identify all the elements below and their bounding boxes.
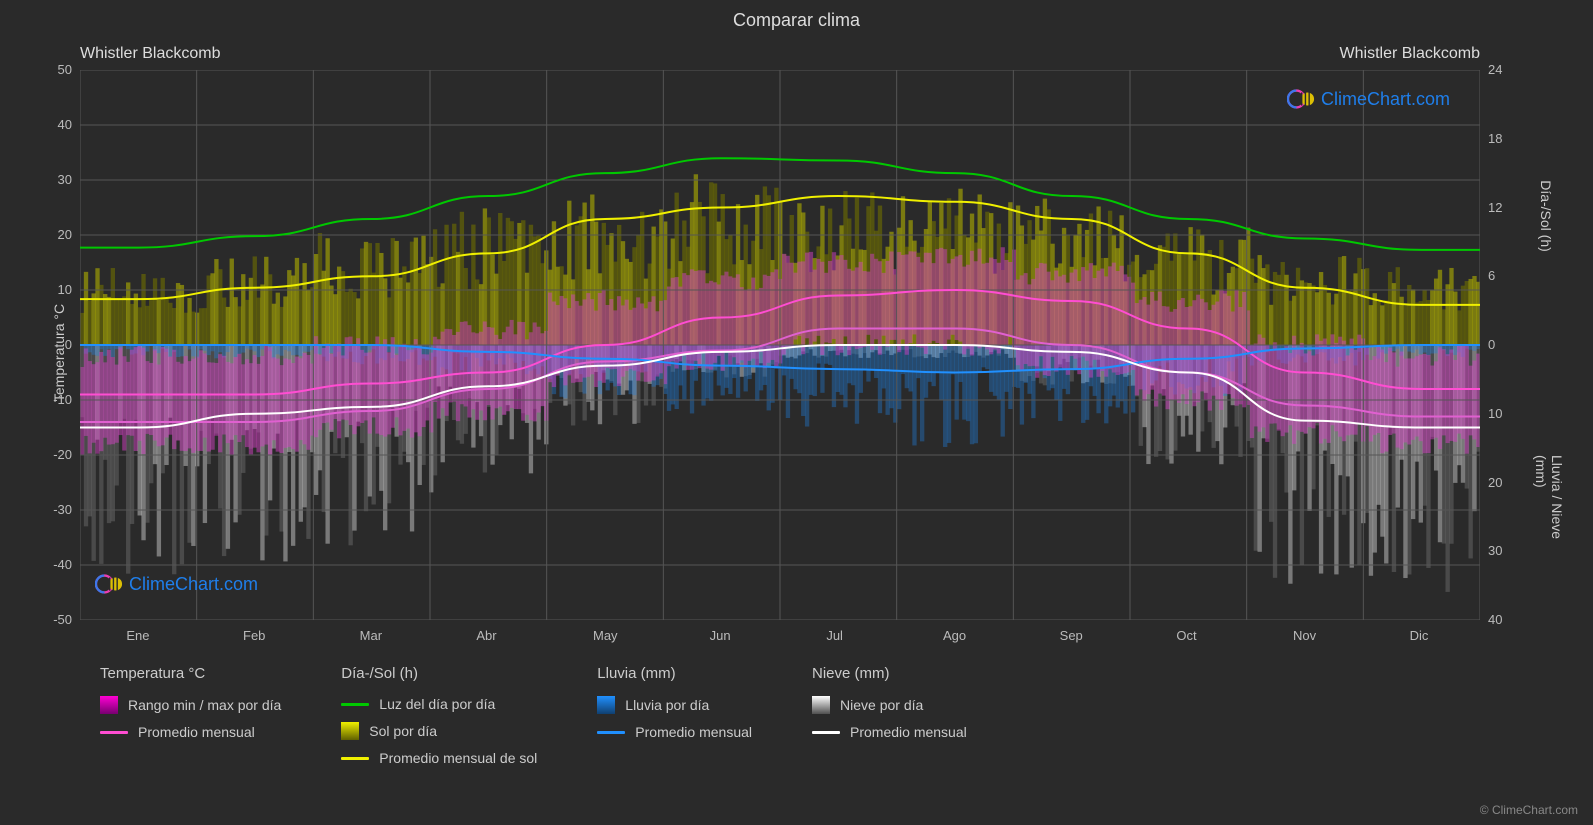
- legend-label: Promedio mensual de sol: [379, 750, 537, 766]
- tick-left: 0: [65, 337, 72, 352]
- legend-label: Promedio mensual: [850, 724, 967, 740]
- legend-label: Promedio mensual: [138, 724, 255, 740]
- legend-swatch: [597, 731, 625, 734]
- legend-item: Promedio mensual: [597, 724, 752, 740]
- legend-label: Promedio mensual: [635, 724, 752, 740]
- tick-right-top: 12: [1488, 200, 1502, 215]
- tick-left: 10: [58, 282, 72, 297]
- legend-label: Lluvia por día: [625, 697, 709, 713]
- location-right-label: Whistler Blackcomb: [1340, 45, 1480, 63]
- legend-swatch: [100, 731, 128, 734]
- legend: Temperatura °C Rango min / max por día Pro…: [100, 665, 967, 766]
- watermark-text: ClimeChart.com: [1321, 89, 1450, 110]
- legend-label: Sol por día: [369, 723, 437, 739]
- tick-x: Dic: [1410, 628, 1429, 643]
- copyright-label: © ClimeChart.com: [1480, 803, 1578, 817]
- tick-x: Feb: [243, 628, 265, 643]
- legend-group-title: Lluvia (mm): [597, 665, 752, 682]
- tick-right-top: 18: [1488, 131, 1502, 146]
- legend-group: Día-/Sol (h) Luz del día por día Sol por d…: [341, 665, 537, 766]
- legend-group-title: Temperatura °C: [100, 665, 281, 682]
- tick-x: Ene: [126, 628, 149, 643]
- legend-swatch: [812, 696, 830, 714]
- y-axis-right-bottom-label: Lluvia / Nieve (mm): [1533, 455, 1565, 543]
- tick-x: Nov: [1293, 628, 1316, 643]
- y-axis-right-top-label: Día-/Sol (h): [1538, 180, 1554, 252]
- location-left-label: Whistler Blackcomb: [80, 45, 220, 63]
- tick-x: Jun: [710, 628, 731, 643]
- tick-left: 40: [58, 117, 72, 132]
- tick-x: Sep: [1060, 628, 1083, 643]
- logo-icon: [1287, 85, 1315, 113]
- tick-left: -10: [53, 392, 72, 407]
- legend-swatch: [100, 696, 118, 714]
- legend-label: Luz del día por día: [379, 696, 495, 712]
- legend-group-title: Día-/Sol (h): [341, 665, 537, 682]
- chart-container: Comparar clima Whistler Blackcomb Whistl…: [0, 0, 1593, 825]
- legend-item: Promedio mensual de sol: [341, 750, 537, 766]
- tick-right-bottom: 10: [1488, 406, 1502, 421]
- legend-group: Temperatura °C Rango min / max por día Pro…: [100, 665, 281, 766]
- tick-right-top: 24: [1488, 62, 1502, 77]
- logo-icon: [95, 570, 123, 598]
- watermark-bottom: ClimeChart.com: [95, 570, 258, 598]
- tick-left: -50: [53, 612, 72, 627]
- tick-left: -30: [53, 502, 72, 517]
- legend-item: Sol por día: [341, 722, 537, 740]
- legend-swatch: [341, 703, 369, 706]
- tick-x: Mar: [360, 628, 382, 643]
- legend-item: Promedio mensual: [100, 724, 281, 740]
- legend-group-title: Nieve (mm): [812, 665, 967, 682]
- tick-left: 50: [58, 62, 72, 77]
- legend-label: Nieve por día: [840, 697, 923, 713]
- legend-group: Nieve (mm) Nieve por día Promedio mensual: [812, 665, 967, 766]
- y-axis-left-label: Temperatura °C: [51, 304, 67, 402]
- tick-left: -40: [53, 557, 72, 572]
- legend-swatch: [341, 757, 369, 760]
- chart-svg: [80, 70, 1480, 620]
- tick-right-bottom: 40: [1488, 612, 1502, 627]
- legend-item: Lluvia por día: [597, 696, 752, 714]
- tick-x: Jul: [826, 628, 843, 643]
- legend-swatch: [597, 696, 615, 714]
- tick-right-top: 6: [1488, 268, 1495, 283]
- legend-item: Promedio mensual: [812, 724, 967, 740]
- tick-right-bottom: 20: [1488, 475, 1502, 490]
- watermark-text: ClimeChart.com: [129, 574, 258, 595]
- legend-swatch: [341, 722, 359, 740]
- legend-swatch: [812, 731, 840, 734]
- watermark-top: ClimeChart.com: [1287, 85, 1450, 113]
- tick-left: -20: [53, 447, 72, 462]
- tick-right-bottom: 30: [1488, 543, 1502, 558]
- legend-label: Rango min / max por día: [128, 697, 281, 713]
- tick-left: 20: [58, 227, 72, 242]
- legend-item: Nieve por día: [812, 696, 967, 714]
- tick-x: Ago: [943, 628, 966, 643]
- legend-item: Rango min / max por día: [100, 696, 281, 714]
- tick-x: May: [593, 628, 618, 643]
- tick-left: 30: [58, 172, 72, 187]
- legend-group: Lluvia (mm) Lluvia por día Promedio mensua…: [597, 665, 752, 766]
- tick-right-top: 0: [1488, 337, 1495, 352]
- tick-x: Oct: [1176, 628, 1196, 643]
- legend-item: Luz del día por día: [341, 696, 537, 712]
- tick-x: Abr: [476, 628, 496, 643]
- chart-title: Comparar clima: [0, 0, 1593, 31]
